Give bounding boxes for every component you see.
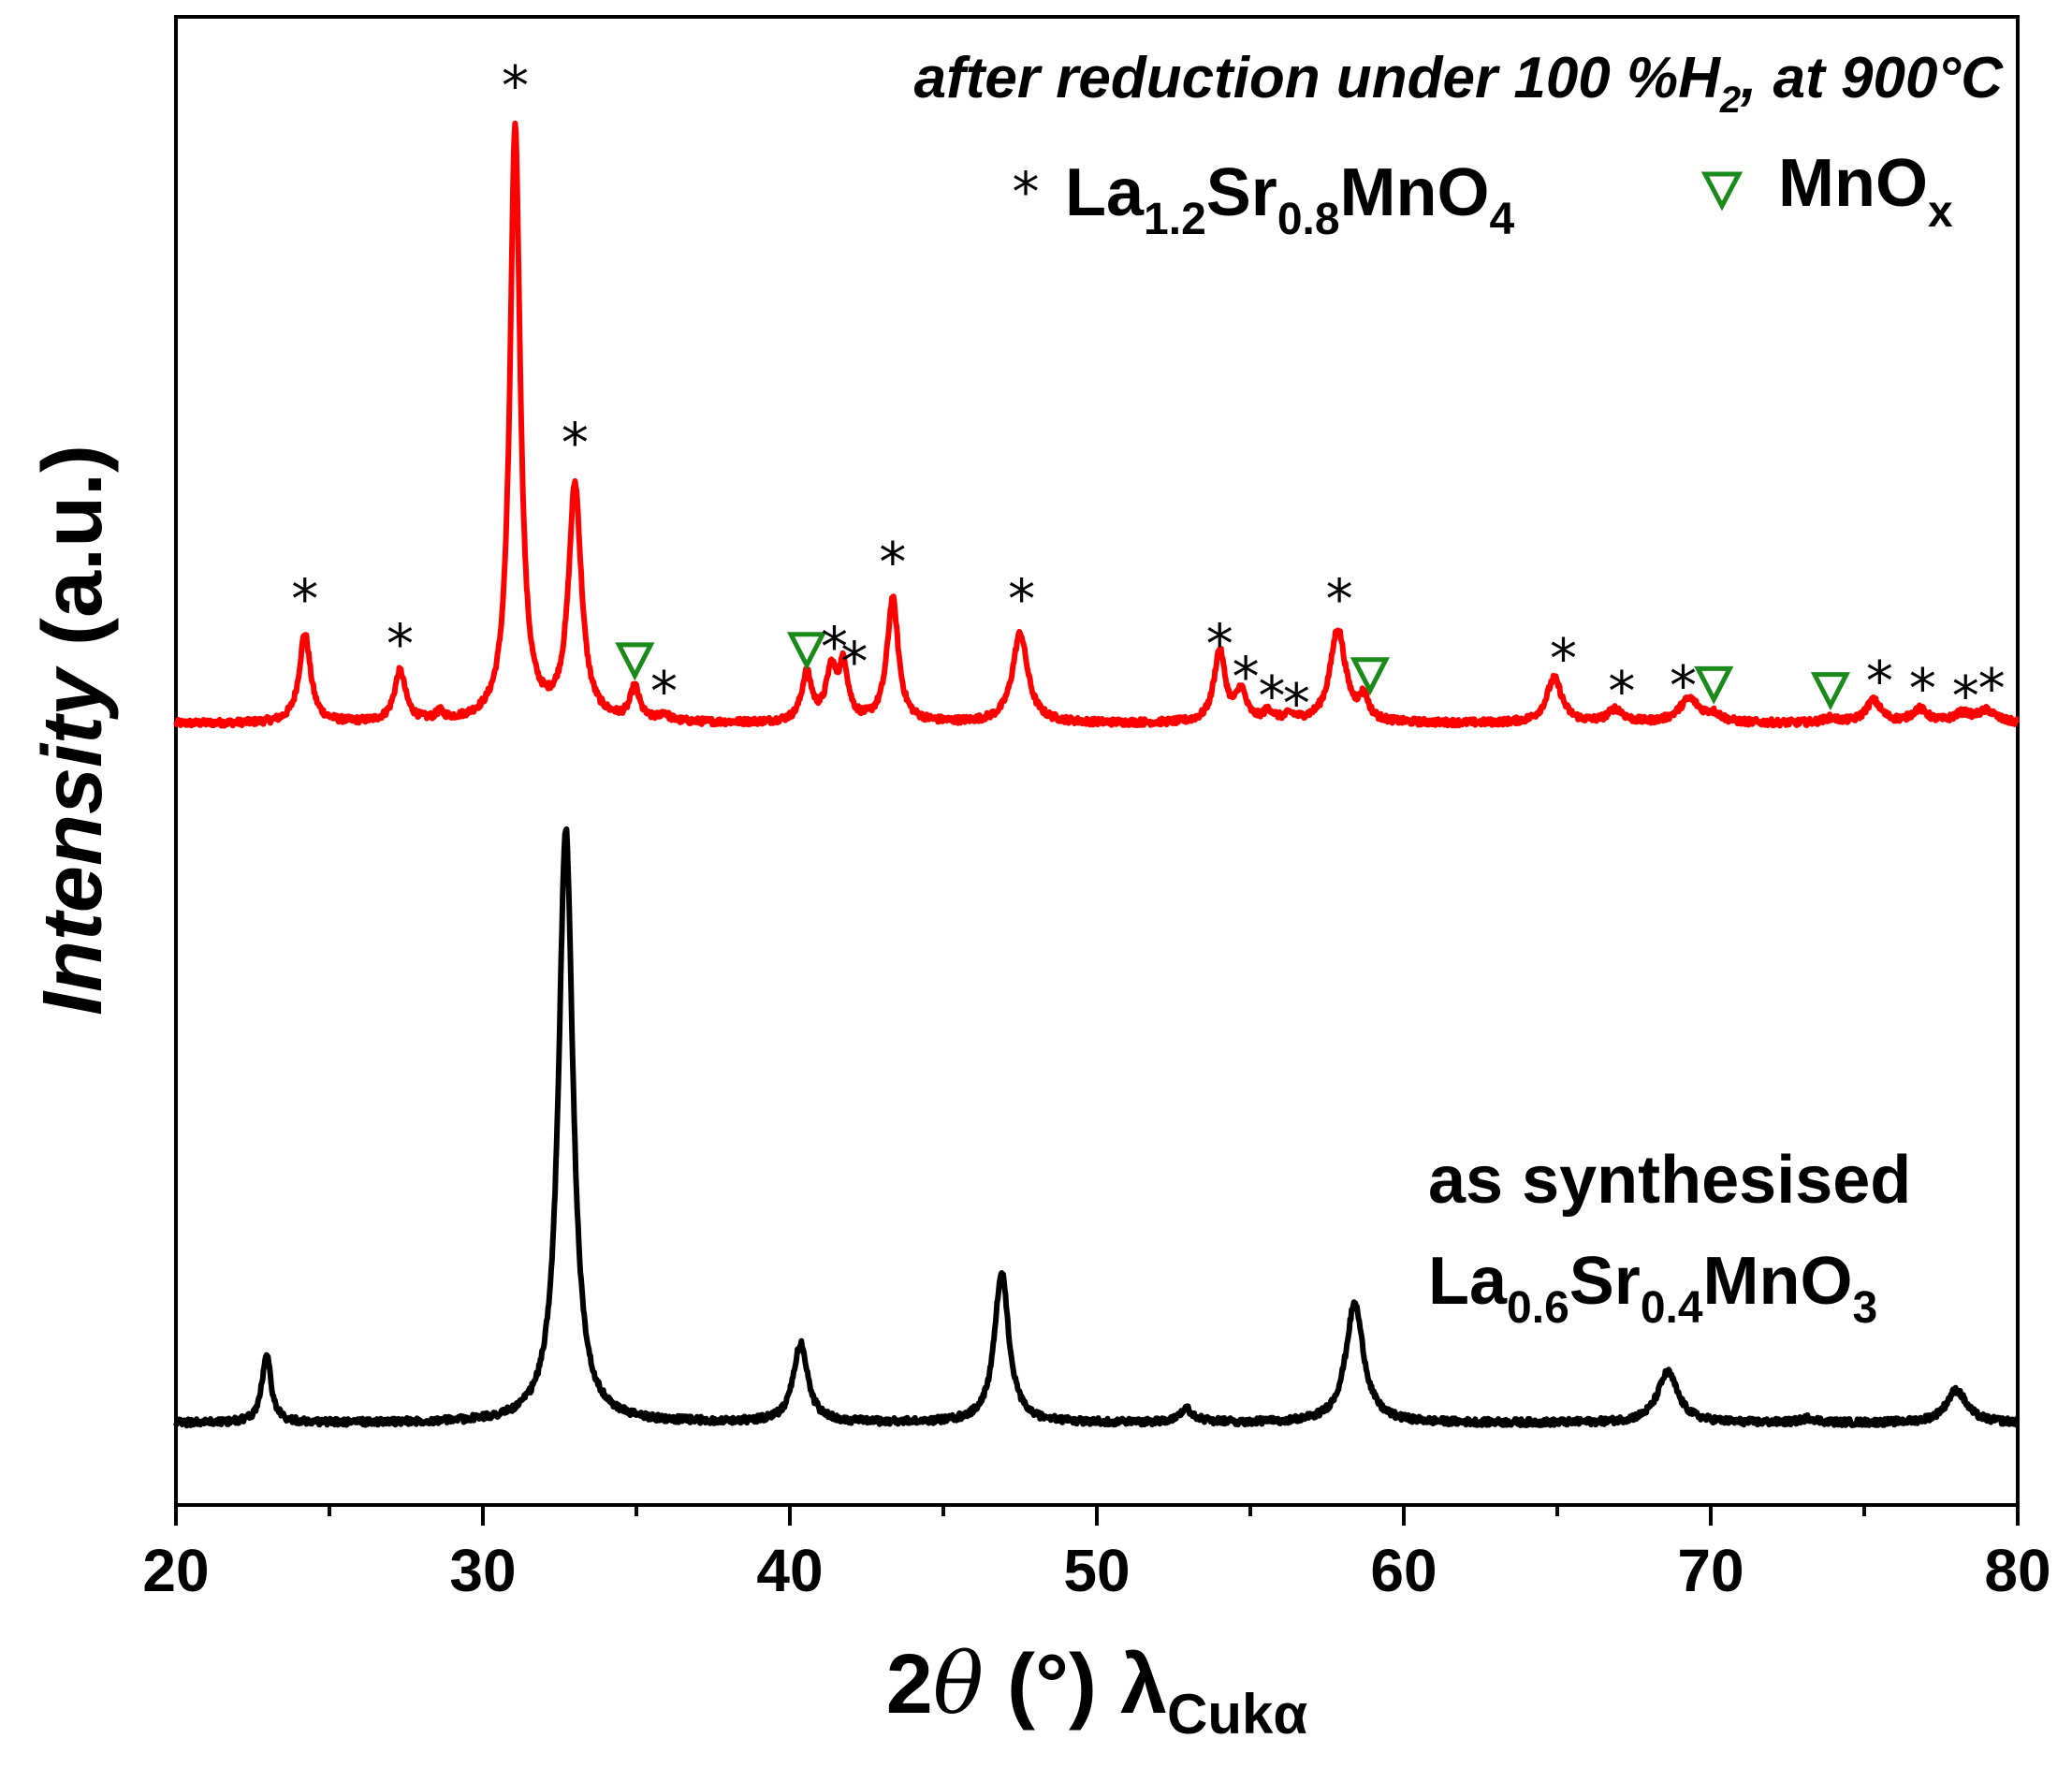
phase-marker-star: * [650, 660, 678, 723]
phase-marker-star: * [1670, 653, 1697, 717]
phase-marker-star: * [387, 612, 414, 676]
phase-marker-star: * [1608, 660, 1635, 723]
as-synthesised-annotation: as synthesised La0.6Sr0.4MnO3 [1428, 1143, 1911, 1333]
phase-marker-star: * [502, 54, 529, 118]
phase-marker-star: * [1233, 645, 1260, 709]
x-tick-label: 50 [1063, 1537, 1130, 1604]
phase-marker-star: * [1258, 664, 1285, 727]
x-tick-label: 60 [1370, 1537, 1437, 1604]
phase-marker-star: * [1952, 664, 1979, 727]
x-tick-label: 70 [1677, 1537, 1744, 1604]
x-axis-label: 2θ (°) λCukα [886, 1635, 1308, 1746]
phase-marker-star: * [840, 630, 868, 694]
legend-entry-la1.2sr0.8mno4: La1.2Sr0.8MnO4 [1065, 155, 1515, 244]
annotation-line-1: as synthesised [1428, 1143, 1911, 1218]
x-tick-label: 80 [1984, 1537, 2050, 1604]
series-layer [173, 120, 2021, 1429]
phase-marker-star: * [1909, 657, 1936, 721]
phase-marker-star: * [1866, 650, 1893, 713]
phase-marker-triangle [615, 642, 655, 681]
legend-star-marker: * [1013, 160, 1040, 224]
y-axis-label: Intensity (a.u.) [26, 445, 120, 1016]
phase-marker-star: * [1550, 627, 1577, 691]
chart-title: after reduction under 100 %H2, at 900°C [914, 46, 2005, 121]
legend-triangle-marker [1700, 171, 1744, 212]
series-line-as-synthesised [173, 826, 2021, 1429]
phase-marker-star: * [821, 615, 848, 679]
annotation-line-2: La0.6Sr0.4MnO3 [1428, 1244, 1877, 1333]
phase-marker-star: * [1008, 567, 1035, 631]
x-tick-label: 40 [756, 1537, 823, 1604]
phase-marker-triangle [786, 632, 827, 671]
x-tick-label: 30 [449, 1537, 516, 1604]
phase-marker-star: * [1283, 671, 1310, 735]
phase-marker-triangle [1694, 665, 1734, 705]
phase-marker-triangle [1350, 657, 1391, 696]
marker-layer: **************** * * * ** [291, 54, 2005, 736]
phase-marker-star: * [1978, 657, 2006, 721]
phase-marker-star: * [291, 567, 318, 631]
legend: * La1.2Sr0.8MnO4 MnOx [1013, 146, 1953, 244]
x-tick-label: 20 [142, 1537, 209, 1604]
phase-marker-star: * [879, 530, 906, 593]
phase-marker-triangle [1810, 672, 1851, 711]
legend-entry-mnox: MnOx [1778, 146, 1953, 237]
phase-marker-star: * [562, 411, 589, 475]
series-line-reduced [173, 120, 2021, 729]
phase-marker-star: * [1326, 567, 1353, 631]
phase-marker-star: * [1206, 612, 1233, 676]
x-axis: 20 30 40 50 60 70 80 [142, 1505, 2051, 1604]
